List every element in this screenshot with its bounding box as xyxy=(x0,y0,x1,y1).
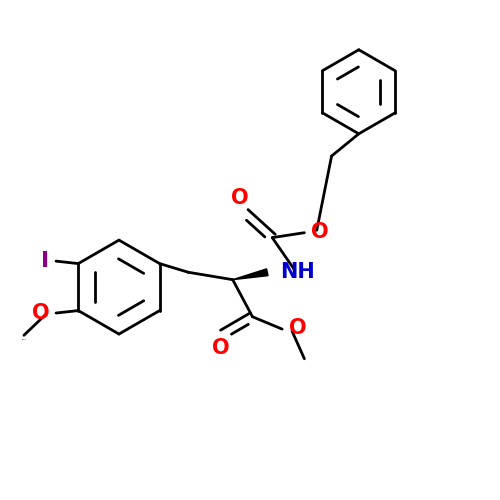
Polygon shape xyxy=(232,269,268,280)
Text: I: I xyxy=(42,251,50,271)
Text: O: O xyxy=(212,338,229,358)
Text: O: O xyxy=(311,222,328,242)
Text: NH: NH xyxy=(280,262,314,282)
Text: methyl: methyl xyxy=(22,339,26,340)
Text: O: O xyxy=(288,318,306,338)
Text: O: O xyxy=(232,188,249,208)
Text: O: O xyxy=(32,303,50,323)
